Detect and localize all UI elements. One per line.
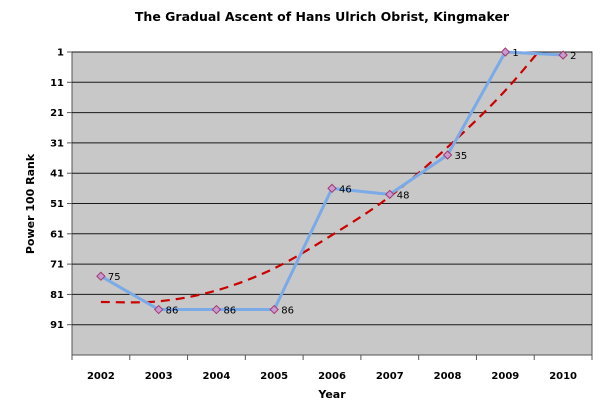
data-point-marker	[442, 150, 453, 160]
y-tick-label: 81	[50, 290, 64, 301]
data-point-marker	[327, 183, 337, 194]
data-points	[96, 47, 568, 315]
data-label: 86	[166, 306, 179, 317]
x-tick-label: 2008	[434, 371, 462, 382]
data-label: 2	[570, 51, 576, 62]
y-tick-label: 41	[50, 169, 64, 180]
data-label: 75	[108, 272, 121, 283]
x-axis-label: Year	[317, 388, 346, 401]
y-tick-label: 61	[50, 229, 64, 240]
data-point-marker	[500, 47, 511, 57]
data-label: 86	[281, 306, 294, 317]
data-label: 1	[512, 48, 518, 59]
chart-title: The Gradual Ascent of Hans Ulrich Obrist…	[135, 9, 510, 24]
y-axis-label: Power 100 Rank	[24, 153, 37, 254]
x-tick-label: 2009	[491, 371, 519, 382]
y-tick-label: 11	[50, 78, 64, 89]
y-tick-label: 31	[50, 138, 64, 149]
data-point-marker	[153, 304, 164, 315]
x-tick-label: 2004	[203, 371, 231, 382]
data-point-marker	[211, 304, 222, 315]
y-tick-label: 91	[50, 320, 64, 331]
y-tick-label: 71	[50, 260, 64, 271]
x-tick-label: 2005	[260, 371, 288, 382]
y-tick-label: 51	[50, 199, 64, 210]
x-tick-label: 2010	[549, 371, 577, 382]
x-tick-label: 2007	[376, 371, 404, 382]
x-axis-ticks: 2002 2003 2004 2005 2006 2007 2008 2009 2010	[71, 355, 593, 382]
data-label: 86	[223, 306, 236, 317]
x-tick-label: 2006	[318, 371, 346, 382]
data-point-marker	[385, 189, 395, 200]
data-label: 35	[455, 151, 468, 162]
trendline	[100, 51, 541, 304]
data-label: 48	[397, 190, 410, 201]
data-point-marker	[558, 50, 568, 60]
y-tick-label: 21	[50, 108, 64, 119]
y-tick-label: 1	[57, 48, 64, 59]
x-tick-label: 2003	[145, 371, 173, 382]
data-point-marker	[96, 271, 106, 281]
data-point-marker	[269, 304, 279, 315]
data-labels: 75 86 86 86 46 48 35 1 2	[108, 48, 577, 317]
data-label: 46	[339, 184, 352, 195]
x-tick-label: 2002	[87, 371, 115, 382]
